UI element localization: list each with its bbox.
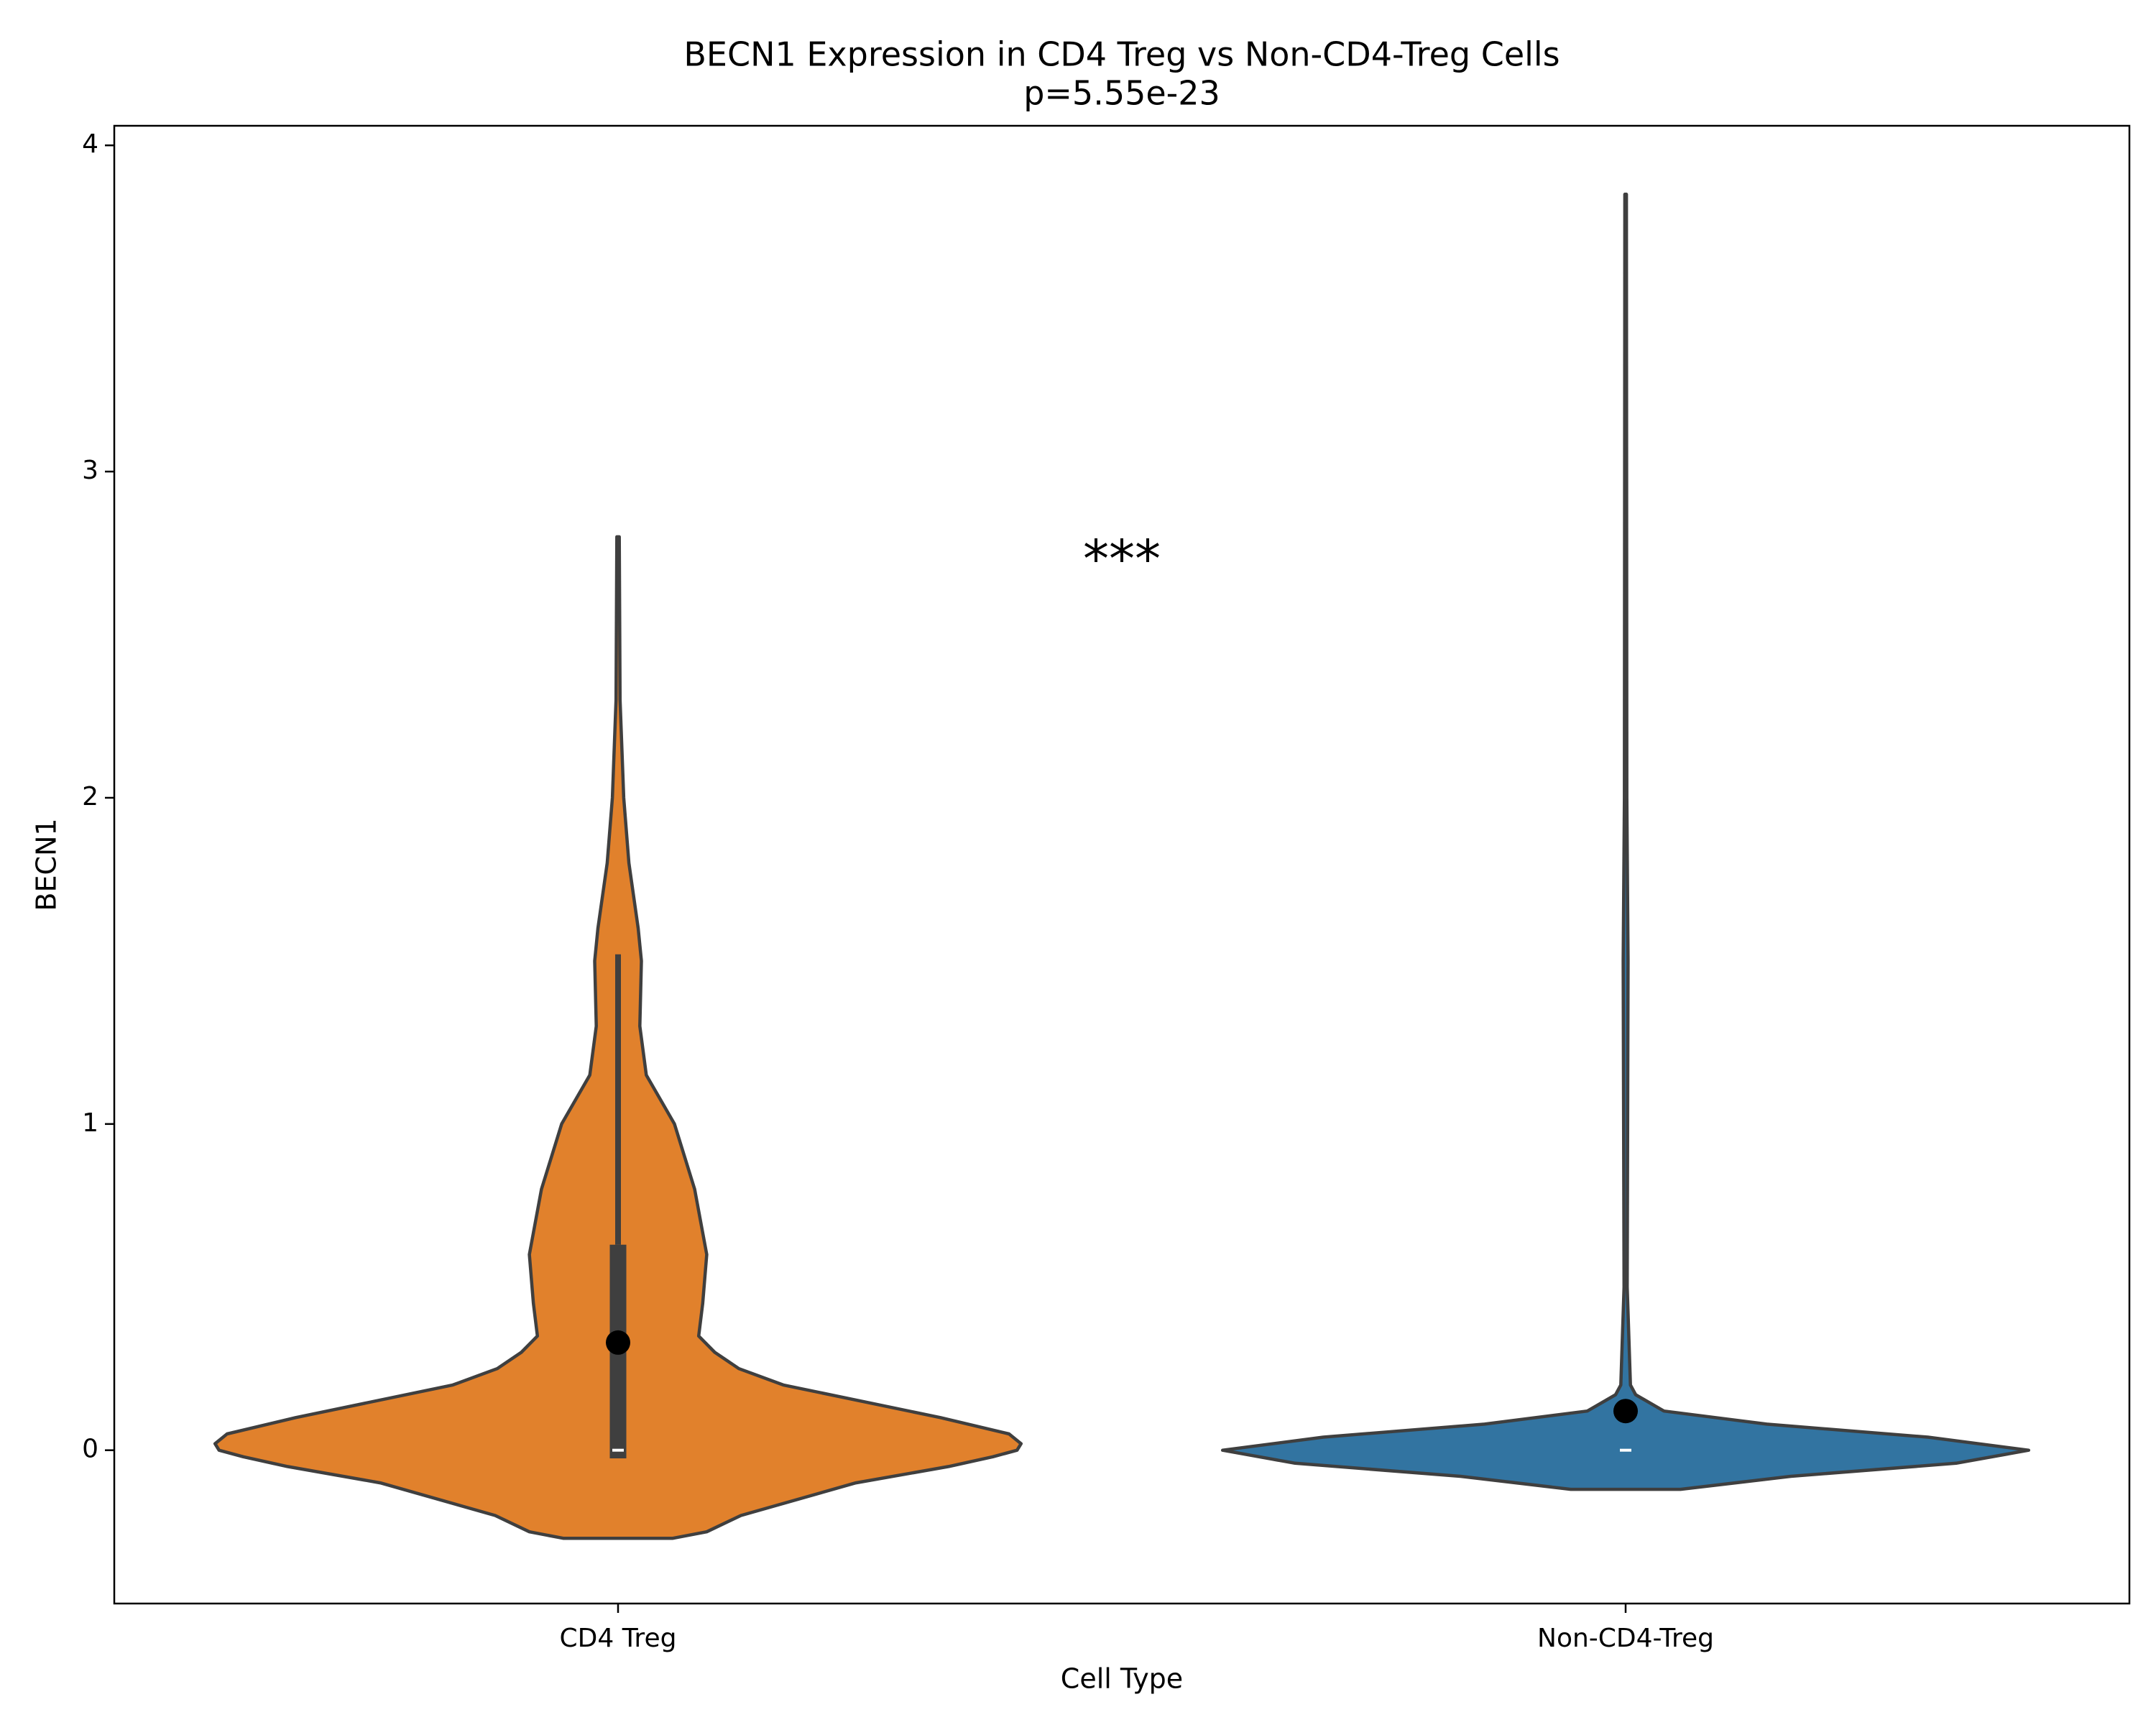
- mean-dot: [606, 1330, 630, 1355]
- significance-annotation: ***: [1083, 529, 1161, 589]
- y-axis-label: BECN1: [31, 818, 63, 911]
- y-tick-label: 0: [82, 1435, 98, 1464]
- x-axis-label: Cell Type: [1061, 1663, 1183, 1695]
- violin-body: [1220, 193, 2031, 1491]
- chart-subtitle: p=5.55e-23: [1023, 74, 1220, 113]
- y-tick-label: 3: [82, 456, 98, 485]
- y-tick-label: 2: [82, 782, 98, 811]
- mean-dot: [1613, 1399, 1638, 1424]
- plot-frame: [113, 124, 2131, 1605]
- y-tick-label: 4: [82, 129, 98, 159]
- y-tick-label: 1: [82, 1108, 98, 1138]
- x-tick-label: Non-CD4-Treg: [1537, 1624, 1714, 1653]
- x-tick-label: CD4 Treg: [560, 1624, 677, 1653]
- chart-title: BECN1 Expression in CD4 Treg vs Non-CD4-…: [683, 35, 1560, 74]
